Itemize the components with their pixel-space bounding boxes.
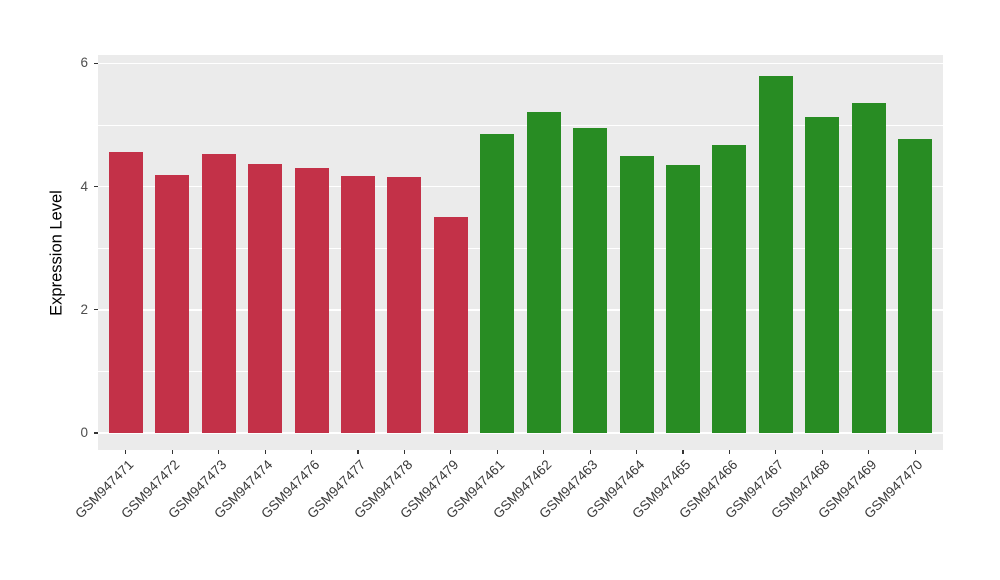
- y-tick-mark-6: [94, 62, 98, 64]
- x-tick-mark-GSM947467: [775, 450, 777, 454]
- bar-GSM947461: [480, 133, 515, 433]
- gridline-major-6: [98, 62, 943, 65]
- x-tick-mark-GSM947479: [450, 450, 452, 454]
- bar-GSM947474: [248, 164, 283, 433]
- y-axis-title: Expression Level: [47, 190, 66, 316]
- x-tick-mark-GSM947466: [728, 450, 730, 454]
- y-tick-mark-4: [94, 186, 98, 188]
- bar-GSM947467: [758, 75, 793, 433]
- bar-GSM947462: [526, 112, 561, 433]
- y-tick-mark-2: [94, 309, 98, 311]
- x-tick-mark-GSM947474: [264, 450, 266, 454]
- bar-GSM947464: [619, 156, 654, 433]
- gridline-major-0: [98, 432, 943, 434]
- bar-GSM947469: [851, 103, 886, 433]
- plot-panel: [98, 55, 943, 450]
- x-tick-mark-GSM947468: [821, 450, 823, 454]
- y-tick-label-0: 0: [80, 425, 88, 440]
- x-tick-mark-GSM947464: [636, 450, 638, 454]
- bar-GSM947477: [341, 175, 375, 433]
- x-tick-mark-GSM947470: [914, 450, 916, 454]
- bar-GSM947472: [155, 174, 190, 433]
- bar-GSM947473: [201, 153, 236, 433]
- gridline-major-2: [98, 309, 943, 311]
- y-tick-mark-0: [94, 432, 98, 434]
- x-tick-mark-GSM947463: [589, 450, 591, 454]
- x-tick-mark-GSM947471: [125, 450, 127, 454]
- x-tick-mark-GSM947478: [403, 450, 405, 454]
- x-tick-mark-GSM947469: [868, 450, 870, 454]
- gridline-major-4: [98, 185, 943, 188]
- bar-GSM947465: [666, 165, 700, 433]
- bar-GSM947468: [805, 117, 840, 433]
- gridline-minor-3: [98, 247, 943, 249]
- x-tick-mark-GSM947472: [171, 450, 173, 454]
- y-tick-label-2: 2: [80, 301, 88, 317]
- bar-GSM947471: [108, 151, 143, 433]
- x-tick-mark-GSM947461: [496, 450, 498, 454]
- x-tick-mark-GSM947462: [543, 450, 545, 454]
- gridline-minor-1: [98, 371, 943, 372]
- x-tick-mark-GSM947473: [218, 450, 220, 454]
- y-tick-label-4: 4: [80, 178, 88, 194]
- x-tick-mark-GSM947477: [357, 450, 359, 454]
- x-tick-mark-GSM947465: [682, 450, 684, 454]
- bar-GSM947463: [573, 128, 608, 433]
- bar-GSM947476: [294, 168, 329, 433]
- x-tick-mark-GSM947476: [311, 450, 313, 454]
- y-tick-label-6: 6: [80, 55, 88, 71]
- bar-GSM947470: [898, 139, 933, 433]
- bar-GSM947478: [387, 176, 422, 433]
- bar-GSM947466: [712, 145, 747, 433]
- gridline-minor-5: [98, 124, 943, 126]
- bar-GSM947479: [433, 217, 468, 433]
